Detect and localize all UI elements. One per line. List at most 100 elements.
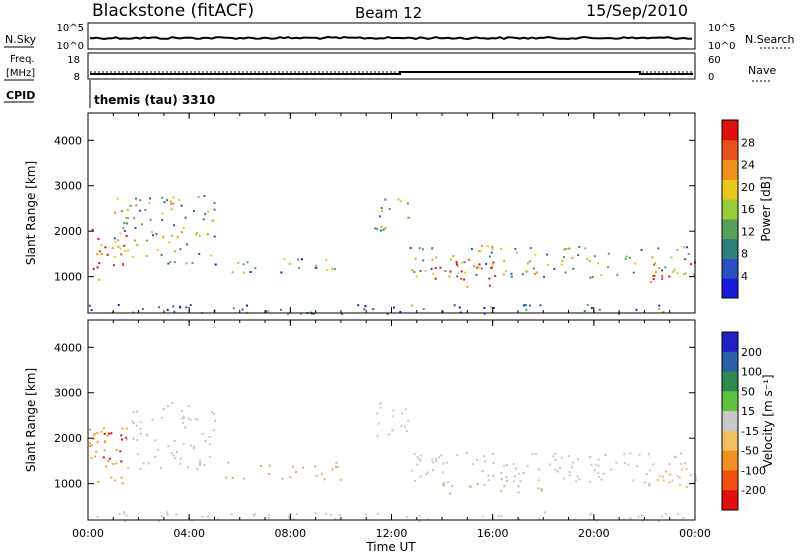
noise-right-tick-top: 10^5 [708,23,735,34]
colorbar-segment [722,351,738,373]
range-cell [546,253,549,256]
range-cell [684,258,687,261]
range-cell [514,247,517,250]
colorbar-segment [722,218,738,240]
range-cell [576,475,579,478]
range-cell [578,478,581,481]
range-cell [522,472,525,474]
range-cell [295,471,297,473]
range-cell [481,515,484,518]
range-cell [615,461,618,464]
range-cell [399,200,402,203]
range-cell [492,462,495,465]
range-cell [173,310,176,313]
range-cell [206,233,209,236]
range-cell [149,197,151,200]
range-cell [531,453,534,456]
range-cell [206,515,209,518]
range-cell [460,277,463,280]
range-cell [118,513,121,515]
range-cell [638,453,641,456]
range-cell [644,481,646,484]
range-cell [404,425,406,428]
range-cell [563,256,565,259]
range-cell [93,432,96,435]
range-cell [198,252,201,255]
range-cell [484,460,486,463]
range-cell [139,427,142,430]
range-cell [146,434,149,437]
range-cell [176,236,179,239]
range-cell [162,408,165,411]
range-cell [489,306,492,309]
range-cell [171,402,174,404]
range-cell [662,311,665,314]
range-cell [100,430,103,433]
range-cell [665,470,668,473]
range-cell [187,466,189,469]
range-cell [357,304,360,307]
range-cell [280,271,283,274]
range-cell [161,212,164,215]
range-cell [682,273,685,276]
range-cell [414,257,417,260]
range-cell [432,461,435,464]
range-cell [148,201,151,204]
range-cell [488,255,491,258]
range-cell [300,258,303,261]
range-cell [648,484,651,487]
range-cell [175,513,178,516]
range-cell [242,271,245,274]
range-cell [637,515,640,518]
range-cell [560,456,563,459]
range-cell [625,255,628,258]
range-cell [157,448,160,451]
range-cell [458,306,461,309]
range-cell [119,450,122,453]
range-cell [689,474,692,477]
range-cell [133,239,136,242]
colorbar-tick-label: 20 [741,181,755,194]
power-colorbar: 4 8 12 16 20 24 28 Power [dB] [721,119,773,299]
range-cell [427,471,429,474]
range-cell [475,274,478,276]
range-cell [488,284,491,287]
range-cell [310,312,313,315]
range-cell [607,252,610,255]
range-cell [289,476,292,479]
range-cell [588,260,591,262]
range-cell [185,262,188,265]
range-cell [295,513,298,516]
range-cell [113,256,116,258]
range-cell [634,262,637,265]
range-cell [134,226,137,229]
range-cell [640,249,643,251]
range-cell [692,273,695,276]
range-cell [155,233,158,235]
range-cell [131,420,134,423]
range-cell [147,462,150,465]
range-cell [203,195,206,197]
range-cell [559,466,561,469]
range-cell [622,518,625,521]
range-cell [204,212,207,215]
range-cell [127,217,130,219]
range-cell [246,304,248,307]
range-cell [657,247,660,250]
range-cell [212,413,215,416]
noise-left-tick-bottom: 10^0 [57,41,84,52]
range-cell [406,516,409,518]
range-cell [564,248,567,251]
range-cell [196,231,198,234]
range-cell [199,459,202,462]
noise-trace [89,35,693,41]
range-cell [169,261,172,264]
colorbar-segment [722,258,738,279]
range-cell [339,514,341,517]
range-cell [125,234,128,237]
range-cell [182,421,185,424]
range-cell [145,433,148,436]
range-cell [476,482,479,485]
range-cell [160,253,163,256]
range-cell [135,197,137,200]
